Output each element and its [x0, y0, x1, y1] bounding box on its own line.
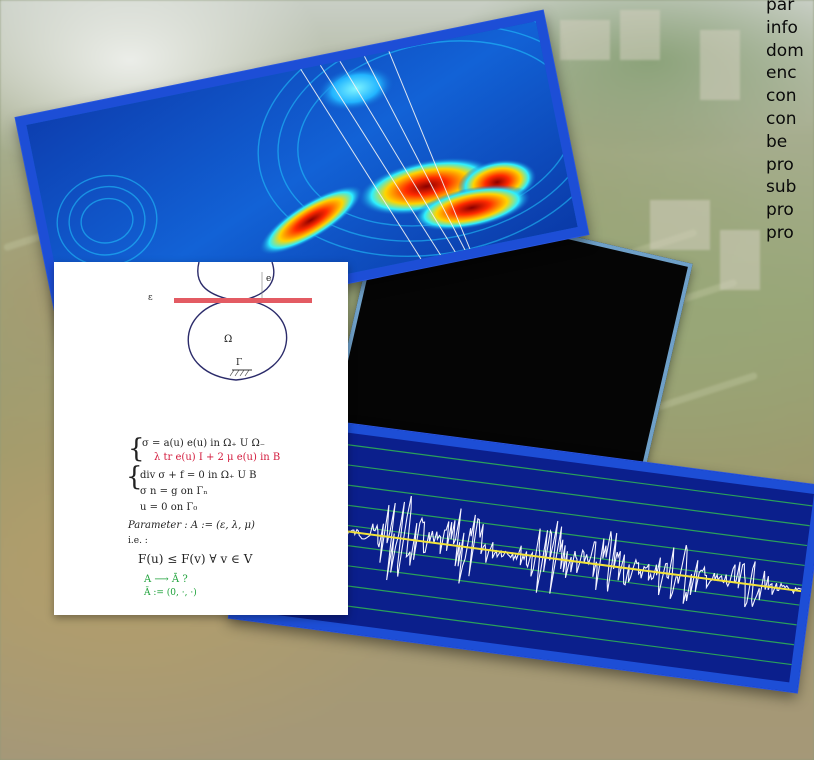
limit-question: A ⟶ Ā ? — [144, 574, 188, 585]
gamma-label: Γ — [236, 358, 243, 368]
functional-inequality: F(u) ≤ F(v) ∀ v ∈ V — [138, 552, 253, 566]
sigma-case-2: λ tr e(u) I + 2 μ e(u) in B — [154, 452, 281, 463]
limit-definition: Ā := (0, ·, ·) — [144, 588, 197, 598]
epsilon-label: ε — [148, 293, 153, 303]
side-text-line: info — [766, 17, 798, 38]
e-label: e — [266, 274, 272, 284]
math-equations-card: ε e Ω Γ { { σ = a(u) e(u) in Ω₊ U Ω₋ λ t… — [54, 262, 348, 615]
signal-gridline — [259, 452, 810, 527]
side-paragraph-text: par info dom enc con con be pro sub pro … — [766, 0, 814, 245]
dirichlet-condition: u = 0 on Γ₀ — [140, 502, 198, 513]
div-equation: div σ + f = 0 in Ω₊ U B — [140, 470, 257, 481]
side-text-line: con — [766, 108, 797, 129]
domain-sketch — [174, 262, 312, 381]
side-text-line: sub — [766, 177, 797, 198]
signal-gridline — [256, 472, 808, 547]
side-text-line: par — [766, 0, 795, 15]
wave-field — [26, 21, 578, 331]
sigma-case-1: σ = a(u) e(u) in Ω₊ U Ω₋ — [142, 438, 266, 449]
side-text-line: con — [766, 86, 797, 107]
parameter-line: Parameter : A := (ε, λ, μ) — [128, 520, 255, 531]
side-text-line: be — [766, 131, 788, 152]
side-text-line: pro — [766, 222, 794, 243]
neumann-condition: σ n = g on Γₙ — [140, 486, 208, 497]
side-text-line: enc — [766, 63, 797, 84]
omega-label: Ω — [224, 334, 233, 345]
ie-line: i.e. : — [128, 536, 148, 546]
side-text-line: pro — [766, 200, 794, 221]
signal-gridline — [262, 432, 813, 507]
case-brace-lower: { — [126, 462, 143, 492]
wave-simulation-card — [15, 10, 589, 342]
side-text-line: pro — [766, 154, 794, 175]
side-text-line: dom — [766, 40, 804, 61]
case-brace: { — [128, 434, 145, 464]
